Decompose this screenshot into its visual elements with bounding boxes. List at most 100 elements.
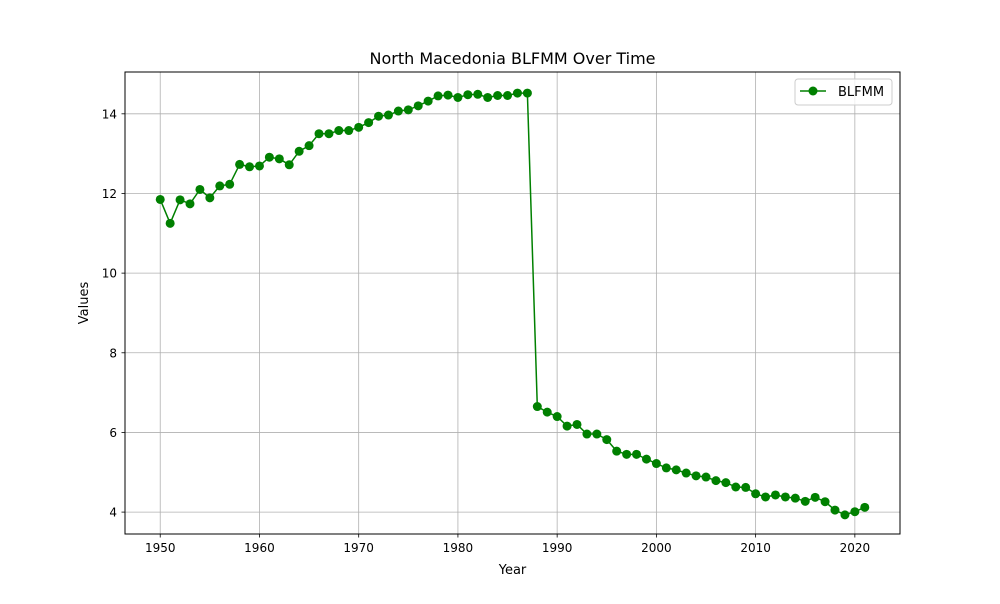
data-point <box>761 492 771 502</box>
data-point <box>810 492 820 502</box>
legend-box <box>794 78 893 106</box>
y-tick-label: 12 <box>102 187 117 201</box>
x-tick-label: 1980 <box>443 541 474 555</box>
series-layer <box>155 88 870 520</box>
data-point <box>800 496 810 506</box>
data-point <box>701 472 711 482</box>
data-point <box>612 446 622 456</box>
data-point <box>651 459 661 469</box>
data-point <box>661 463 671 473</box>
data-point <box>254 161 264 171</box>
data-point <box>374 111 384 121</box>
data-point <box>453 92 463 102</box>
data-point <box>641 454 651 464</box>
data-point <box>542 407 552 417</box>
data-point <box>334 126 344 136</box>
data-point <box>552 412 562 422</box>
data-point <box>433 91 443 101</box>
data-point <box>383 110 393 120</box>
data-point <box>294 146 304 156</box>
x-tick-label: 2020 <box>840 541 871 555</box>
data-point <box>572 419 582 429</box>
data-point <box>522 88 532 98</box>
axes-frame <box>124 71 901 535</box>
data-point <box>731 482 741 492</box>
data-point <box>632 449 642 459</box>
data-point <box>741 482 751 492</box>
grid <box>125 72 900 534</box>
data-point <box>175 195 185 205</box>
data-point <box>324 129 334 139</box>
data-point <box>235 159 245 169</box>
data-point <box>393 106 403 116</box>
x-tick-label: 1970 <box>343 541 374 555</box>
data-point <box>562 421 572 431</box>
x-tick-label: 2000 <box>641 541 672 555</box>
legend-label: BLFMM <box>838 85 884 100</box>
data-point <box>790 493 800 503</box>
data-point <box>751 489 761 499</box>
x-tick-label: 1960 <box>244 541 275 555</box>
data-point <box>671 465 681 475</box>
data-point <box>225 179 235 189</box>
x-tick-label: 1950 <box>145 541 176 555</box>
data-point <box>532 402 542 412</box>
data-point <box>195 184 205 194</box>
data-point <box>820 497 830 507</box>
data-point <box>264 152 274 162</box>
data-point <box>354 122 364 132</box>
data-point <box>314 129 324 139</box>
data-point <box>205 193 215 203</box>
x-tick-label: 1990 <box>542 541 573 555</box>
chart-title: North Macedonia BLFMM Over Time <box>369 49 655 68</box>
y-tick-label: 8 <box>109 346 117 360</box>
tick-layer: 1950 1960 1970 1980 1990 2000 2010 2020 4 6 8 10 12 1… <box>102 107 870 555</box>
data-point <box>165 218 175 228</box>
data-point <box>483 92 493 102</box>
data-point <box>493 91 503 100</box>
data-point <box>443 90 453 100</box>
data-point <box>155 194 165 204</box>
data-point <box>185 199 195 209</box>
data-point <box>840 510 850 520</box>
data-point <box>622 449 632 459</box>
data-point <box>274 154 284 164</box>
data-point <box>860 502 870 512</box>
legend-dot-marker <box>808 86 818 96</box>
y-axis-label: Values <box>77 282 92 325</box>
data-point <box>413 101 423 111</box>
data-point <box>770 490 780 500</box>
data-point <box>463 90 473 100</box>
plot-area <box>125 72 900 534</box>
legend: BLFMM <box>794 78 893 106</box>
data-point <box>344 126 354 136</box>
data-point <box>780 492 790 502</box>
data-point <box>284 160 294 170</box>
data-point <box>215 181 225 191</box>
data-point <box>245 162 255 172</box>
data-point <box>582 429 592 439</box>
data-point <box>830 505 840 515</box>
data-point <box>503 91 513 100</box>
data-point <box>592 429 602 439</box>
data-point <box>681 468 691 478</box>
data-point <box>473 89 483 99</box>
data-point <box>403 105 413 115</box>
x-axis-label: Year <box>498 563 527 578</box>
data-point <box>304 141 314 151</box>
data-point <box>512 88 522 98</box>
x-tick-label: 2010 <box>740 541 771 555</box>
y-tick-label: 10 <box>102 267 117 281</box>
y-tick-label: 4 <box>109 506 117 520</box>
y-tick-label: 14 <box>102 107 117 121</box>
data-point <box>423 96 433 106</box>
data-point <box>850 507 860 517</box>
data-point <box>691 471 701 481</box>
y-tick-label: 6 <box>109 426 117 440</box>
data-point <box>364 118 374 128</box>
data-point <box>711 476 721 486</box>
data-point <box>721 478 731 488</box>
data-point <box>602 435 612 445</box>
